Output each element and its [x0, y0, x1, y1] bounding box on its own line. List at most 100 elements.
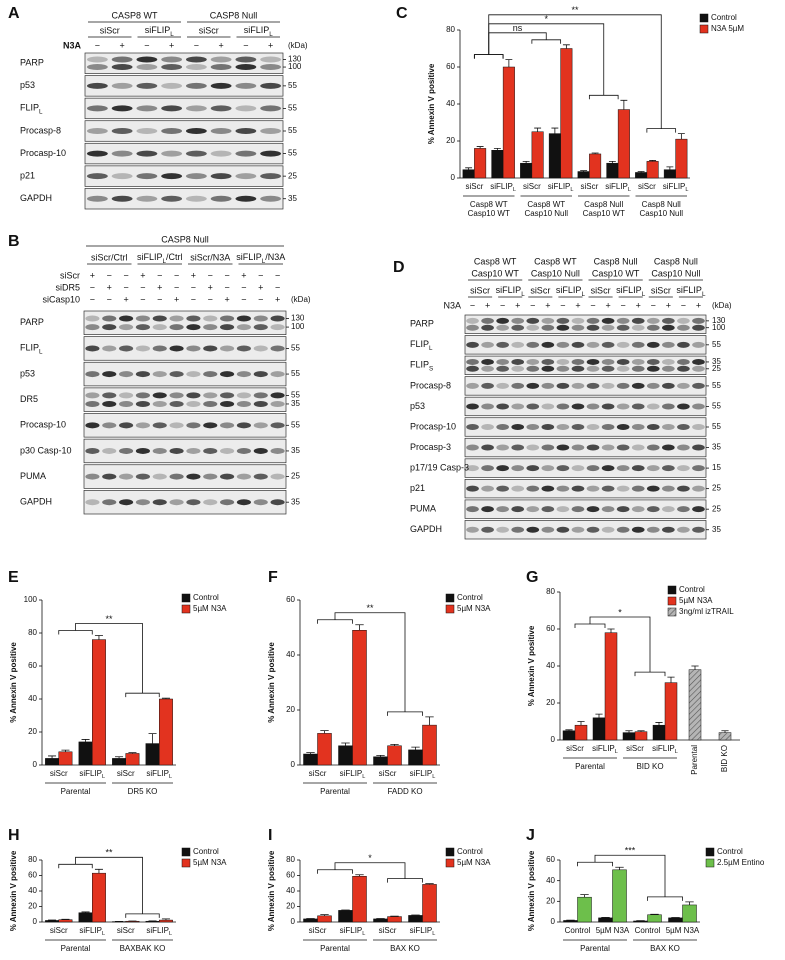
blot-band — [85, 315, 100, 322]
error-bar — [522, 160, 530, 164]
bar — [598, 917, 613, 923]
kda-marker: 55 — [291, 344, 300, 353]
significance-fork — [531, 39, 562, 44]
bar — [502, 66, 515, 179]
significance-fork — [647, 896, 683, 901]
blot-band — [481, 317, 494, 324]
legend-swatch — [181, 604, 191, 614]
treatment-sign: + — [545, 300, 550, 310]
bar — [352, 876, 367, 923]
blot-band — [235, 173, 257, 180]
y-tick-label: 40 — [286, 886, 295, 895]
blot-row-label: PARP — [410, 319, 434, 329]
error-bar — [341, 742, 350, 746]
bar — [338, 910, 353, 923]
bar — [682, 904, 697, 923]
bar — [531, 131, 544, 179]
legend-swatch — [181, 858, 191, 868]
kda-marker: 55 — [712, 422, 721, 431]
blot-band — [692, 403, 705, 410]
bar — [387, 916, 402, 923]
bar — [422, 724, 437, 766]
blot-band — [270, 345, 285, 352]
blot-band — [152, 324, 167, 331]
bar — [373, 756, 388, 766]
blot-band — [601, 424, 615, 430]
blot-condition-label: siFLIPL — [145, 25, 175, 38]
significance-label: ** — [571, 5, 579, 15]
bar — [58, 751, 73, 766]
blot-band — [662, 358, 675, 365]
legend-label: 5µM N3A — [457, 604, 491, 613]
treatment-label: siScr — [60, 270, 80, 280]
blot-band — [677, 506, 690, 513]
treatment-sign: − — [530, 300, 535, 310]
treatment-sign: + — [123, 294, 128, 304]
x-tick-label: siScr — [465, 182, 483, 191]
kda-marker: 35 — [712, 443, 721, 452]
blot-band — [270, 499, 285, 506]
treatment-sign: − — [174, 282, 179, 292]
bar — [317, 915, 332, 923]
blot-band — [270, 371, 285, 378]
blot-band — [616, 341, 630, 348]
blot-row-label: p53 — [20, 80, 35, 90]
blot-group-label: Casp8 Null — [594, 256, 638, 266]
bar — [675, 138, 688, 179]
treatment-sign: + — [90, 270, 95, 280]
blot-band — [86, 105, 108, 112]
blot-band — [111, 64, 133, 71]
blot-band — [616, 382, 630, 389]
blot-band — [571, 341, 585, 348]
blot-band — [496, 382, 509, 389]
blot-condition-label: siScr/Ctrl — [91, 252, 128, 262]
blot-band — [616, 424, 630, 430]
blot-band — [631, 403, 645, 410]
blot-band — [253, 400, 268, 407]
blot-band — [616, 465, 630, 472]
blot-band — [692, 365, 705, 372]
blot-band — [185, 105, 207, 112]
blot-band — [152, 447, 167, 454]
blot-band — [496, 444, 509, 451]
y-tick-label: 60 — [286, 871, 295, 880]
blot-band — [481, 424, 494, 430]
error-bar — [148, 733, 157, 744]
bar — [622, 732, 636, 741]
significance-bracket — [589, 616, 651, 673]
blot-band — [466, 341, 479, 348]
blot-band — [220, 447, 235, 454]
group-label: Parental — [61, 944, 91, 953]
blot-row-label: FLIPS — [410, 360, 433, 373]
blot-band — [186, 371, 201, 378]
blot-row-label: PUMA — [410, 504, 436, 514]
blot-band — [260, 195, 282, 202]
significance-fork — [387, 711, 423, 716]
blot-band — [169, 447, 184, 454]
kda-marker: 25 — [712, 364, 721, 373]
blot-band — [601, 485, 615, 492]
blot-band — [571, 317, 585, 324]
blot-group-label: Casp8 WT — [534, 256, 577, 266]
legend-swatch — [699, 13, 709, 23]
treatment-sign: − — [241, 294, 246, 304]
blot-band — [556, 382, 570, 389]
group-label: Parental — [61, 787, 91, 796]
blot-band — [556, 444, 570, 451]
blot-band — [102, 324, 117, 331]
blot-band — [541, 317, 555, 324]
blot-row-label: FLIPL — [20, 103, 43, 116]
kda-marker: 55 — [291, 369, 300, 378]
blot-band — [85, 400, 100, 407]
bar — [474, 148, 487, 179]
blot-band — [466, 465, 479, 472]
blot-band — [662, 444, 675, 451]
blot-row-label: PARP — [20, 317, 44, 327]
error-bar — [390, 743, 399, 746]
blot-row-label: p17/19 Casp-3 — [410, 462, 469, 472]
blot-band — [119, 324, 134, 331]
error-bar — [493, 148, 501, 151]
blot-band — [210, 195, 232, 202]
legend-label: 2.5µM Entino — [717, 858, 765, 867]
